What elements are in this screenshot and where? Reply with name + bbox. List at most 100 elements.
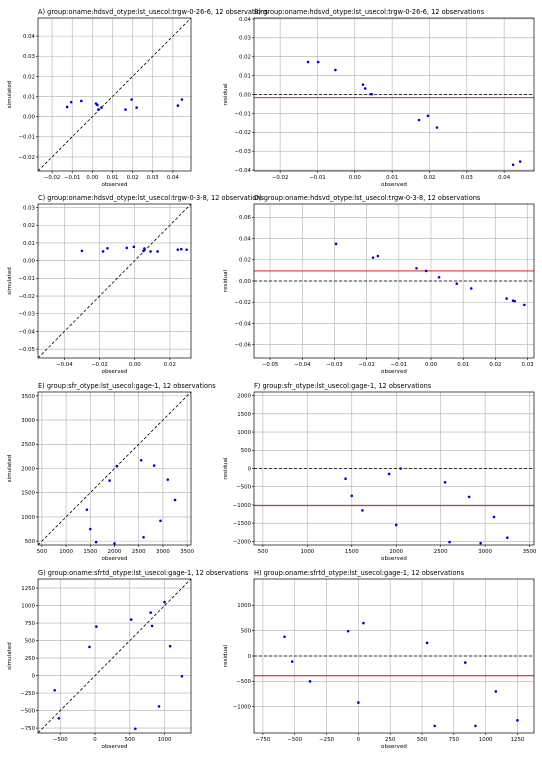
x-tick-label: 0.00: [129, 362, 142, 368]
data-point: [113, 542, 116, 545]
x-tick-label: 3000: [156, 549, 170, 555]
x-tick-label: 3500: [180, 549, 194, 555]
reference-lines: [38, 18, 191, 171]
x-tick-label: 2000: [389, 549, 403, 555]
x-tick-label: −0.02: [358, 362, 375, 368]
y-axis-label: residual: [223, 269, 229, 292]
panel-title: A) group:oname:hdsvd_otype:lst_usecol:tr…: [38, 8, 269, 16]
data-point: [95, 625, 98, 628]
data-points: [334, 242, 526, 307]
data-point: [176, 248, 180, 251]
y-tick-label: 0: [248, 654, 252, 660]
y-tick-label: 0.02: [23, 74, 35, 80]
y-tick-label: 2500: [21, 442, 35, 448]
reference-lines: [254, 655, 534, 677]
data-point: [180, 98, 184, 101]
y-tick-label: −0.02: [18, 155, 35, 161]
data-point: [143, 247, 146, 250]
panel-g: −500 0 500 1000 −750 −500 −250 0 250 500 750 1000 12…: [7, 569, 249, 750]
y-tick-label: 0.00: [23, 259, 36, 265]
data-points: [65, 98, 184, 111]
y-axis-label: simulated: [7, 80, 13, 108]
x-tick-label: 0.02: [423, 175, 435, 181]
data-points: [80, 245, 188, 253]
y-tick-label: 2000: [237, 394, 251, 400]
y-tick-label: 0.03: [239, 36, 251, 42]
y-tick-label: 3500: [21, 394, 35, 400]
one-to-one-line: [38, 18, 191, 171]
one-to-one-line: [38, 204, 191, 358]
data-point: [463, 661, 467, 664]
reference-lines: [38, 392, 191, 545]
data-point: [142, 249, 145, 253]
x-tick-label: 0.03: [147, 175, 159, 181]
panel-title: B) group:oname:hdsvd_otype:lst_usecol:tr…: [254, 8, 485, 16]
y-tick-label: 0.04: [23, 34, 36, 40]
x-tick-label: −750: [256, 737, 271, 743]
data-point: [361, 83, 365, 86]
y-tick-label: 500: [25, 639, 36, 645]
y-tick-label: 1250: [21, 586, 35, 592]
data-point: [424, 269, 428, 273]
y-tick-label: −0.03: [18, 312, 35, 318]
x-tick-label: 0.04: [498, 175, 511, 181]
reference-lines: [254, 94, 534, 99]
data-point: [474, 724, 477, 728]
data-point: [290, 660, 294, 663]
x-axis-label: observed: [102, 182, 128, 188]
data-point: [129, 618, 133, 621]
data-points: [85, 458, 177, 545]
x-axis-label: observed: [381, 744, 407, 750]
panel-title: D) group:oname:hdsvd_otype:lst_usecol:tr…: [254, 194, 481, 202]
panel-title: H) group:oname:sfrtd_otype:lst_usecol:ga…: [254, 569, 465, 577]
data-points: [53, 600, 184, 731]
axes-frame: [37, 203, 192, 359]
data-point: [163, 600, 166, 604]
one-to-one-line: [38, 579, 191, 733]
data-points: [306, 60, 522, 167]
data-point: [100, 106, 103, 109]
y-tick-label: 0.00: [23, 115, 36, 121]
reference-lines: [38, 204, 191, 358]
panel-c: −0.04 −0.02 0.00 0.02 −0.05 −0.04 −0.03 −0.02 −0…: [7, 194, 264, 375]
data-point: [443, 481, 447, 484]
y-tick-label: 0: [248, 466, 252, 472]
data-point: [152, 464, 156, 467]
x-tick-label: 0.02: [127, 175, 139, 181]
data-point: [435, 126, 439, 129]
y-tick-label: 0.03: [23, 54, 35, 60]
panel-b: −0.02 −0.01 0.00 0.01 0.02 0.03 0.04 −0.04 −0.03…: [223, 8, 535, 188]
y-axis-label: residual: [223, 83, 229, 106]
data-point: [516, 719, 519, 722]
x-tick-label: 0.01: [106, 175, 118, 181]
x-tick-label: 1500: [345, 549, 359, 555]
y-tick-label: 0.00: [239, 279, 252, 285]
x-axis-label: observed: [102, 744, 128, 750]
data-point: [132, 245, 136, 249]
data-point: [180, 247, 183, 251]
data-point: [492, 515, 496, 519]
data-point: [371, 256, 375, 259]
panel-title: G) group:oname:sfrtd_otype:lst_usecol:ga…: [38, 569, 249, 577]
y-tick-label: −500: [236, 485, 251, 491]
y-tick-label: −0.01: [18, 135, 35, 141]
y-tick-label: 0.03: [23, 205, 35, 211]
data-point: [124, 108, 127, 111]
x-tick-label: 0.01: [386, 175, 398, 181]
y-tick-label: −0.02: [234, 130, 251, 136]
data-point: [65, 105, 69, 109]
data-point: [362, 621, 365, 625]
data-point: [513, 299, 516, 303]
x-tick-label: 1000: [158, 737, 172, 743]
data-point: [316, 60, 320, 64]
x-tick-label: 0.00: [425, 362, 438, 368]
panel-title: E) group:sfr_otype:lst_usecol:gage-1, 12…: [38, 382, 216, 390]
x-tick-label: 500: [37, 549, 48, 555]
data-point: [306, 60, 310, 64]
x-tick-label: 0.00: [86, 175, 99, 181]
y-tick-label: 500: [241, 629, 252, 635]
data-point: [69, 100, 73, 104]
y-tick-label: 0.00: [239, 92, 252, 98]
data-point: [108, 479, 111, 482]
data-point: [455, 282, 459, 285]
